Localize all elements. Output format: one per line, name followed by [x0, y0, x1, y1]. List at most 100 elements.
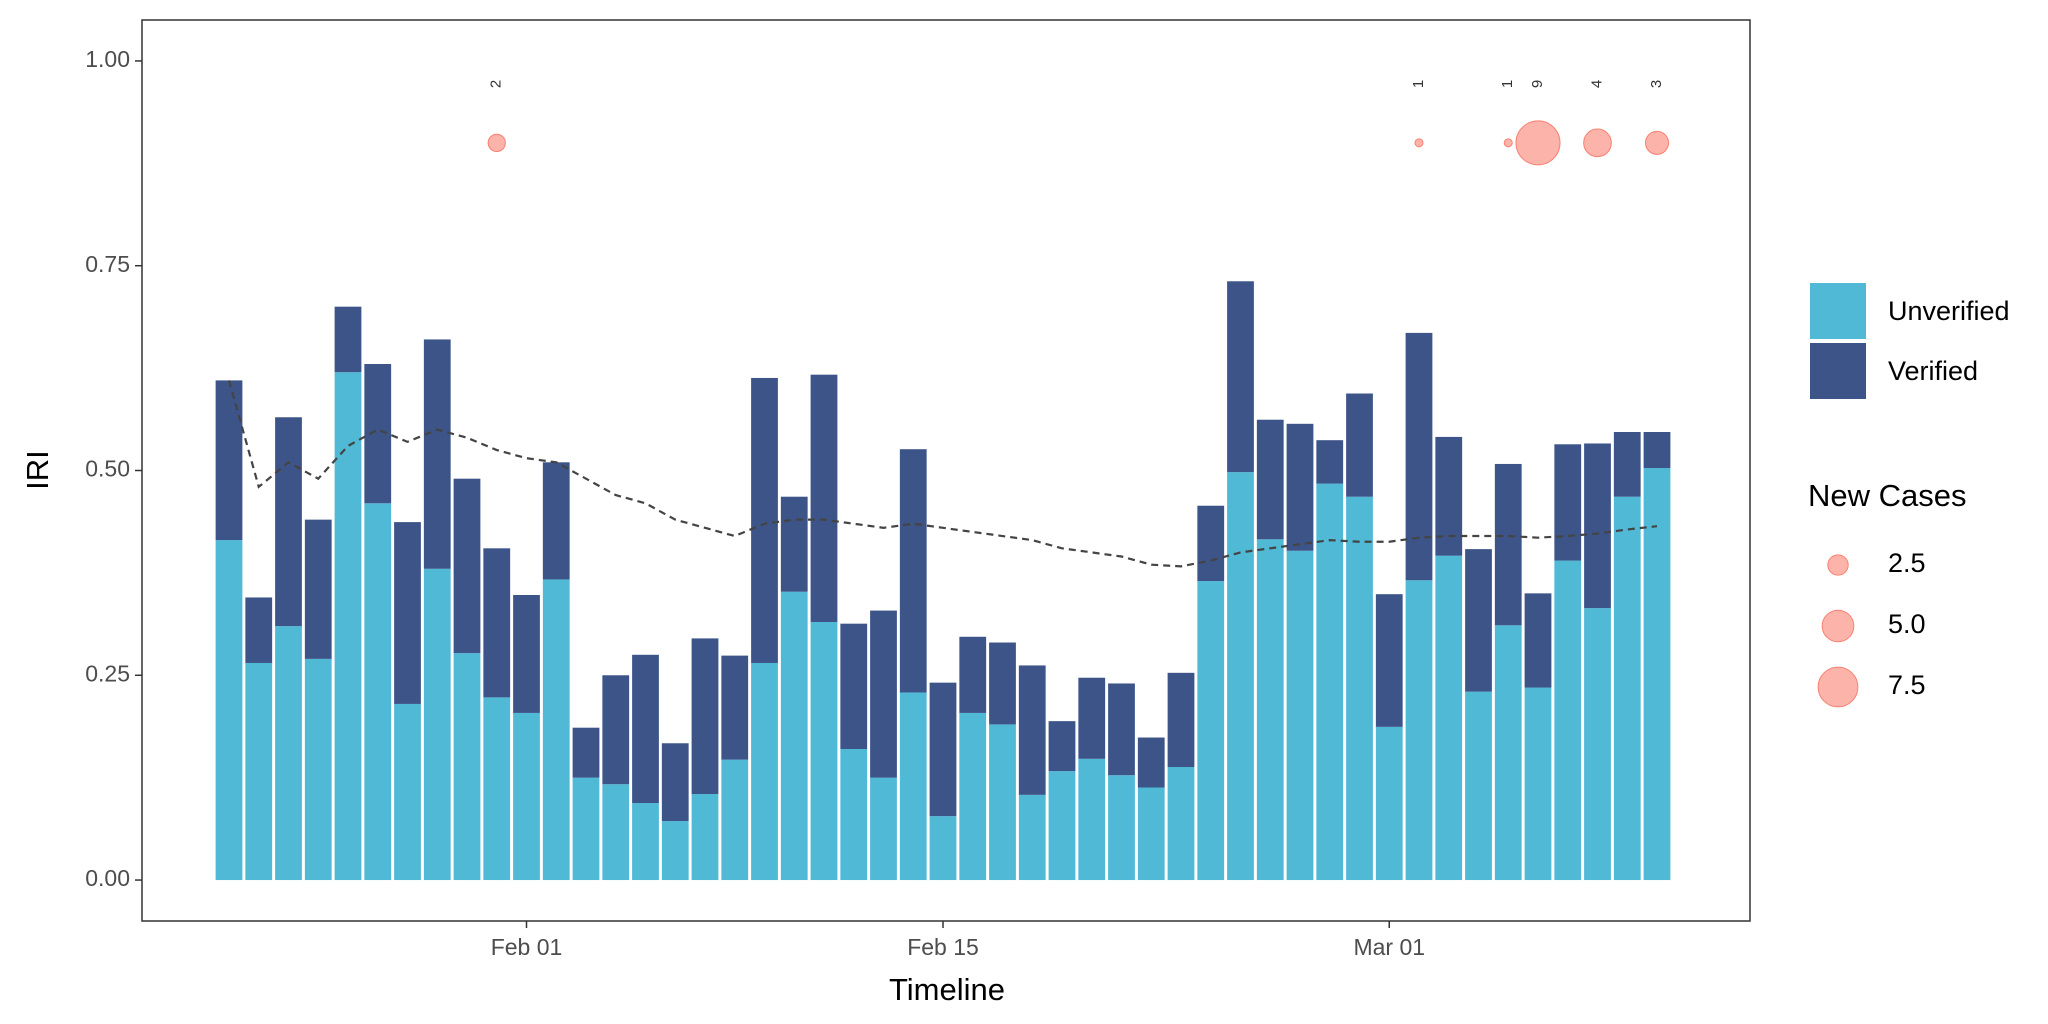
bar-segment [1316, 440, 1344, 484]
bar-segment [572, 727, 600, 778]
bar-segment [275, 626, 302, 881]
bar-segment [929, 816, 957, 881]
bar-segment [1405, 580, 1433, 881]
bar-segment [1643, 432, 1671, 469]
legend-key [1810, 343, 1866, 399]
bar-segment [1643, 468, 1671, 881]
bar-segment [483, 697, 511, 881]
bar-segment [840, 748, 868, 881]
bar-segment [691, 638, 719, 795]
bar-segment [1554, 444, 1582, 561]
bar-segment [572, 777, 600, 881]
legend-title: New Cases [1808, 478, 1967, 513]
bar-segment [542, 462, 570, 580]
bar-segment [513, 595, 540, 713]
legend-bubble [1827, 554, 1849, 576]
bar-segment [1227, 472, 1254, 881]
bar-segment [304, 519, 332, 659]
y-tick-label: 0.00 [85, 865, 130, 891]
bar-segment [1465, 691, 1492, 881]
legend-label: Unverified [1888, 296, 2010, 326]
bubble-label: 3 [1648, 80, 1665, 88]
bar-segment [661, 743, 689, 822]
bar-segment [721, 759, 749, 881]
bar-segment [751, 662, 778, 881]
bar-segment [1137, 737, 1165, 788]
bar-segment [1197, 581, 1225, 881]
bar-segment [602, 675, 630, 785]
bar-segment [602, 784, 630, 881]
bar-segment [245, 662, 273, 881]
bar-segment [810, 374, 838, 623]
bar-segment [1375, 594, 1403, 727]
bar-segment [1584, 443, 1611, 609]
y-tick-label: 0.75 [85, 251, 130, 277]
bar-segment [959, 636, 987, 713]
bar-segment [1108, 775, 1135, 881]
bar-segment [1584, 608, 1611, 881]
y-tick-label: 0.25 [85, 660, 130, 686]
bubble-label: 2 [488, 80, 505, 88]
bar-segment [632, 654, 659, 804]
bar-segment [989, 642, 1016, 725]
x-axis-title: Timeline [889, 972, 1005, 1007]
bar-segment [215, 380, 243, 541]
bar-segment [394, 703, 421, 881]
bar-segment [1048, 721, 1076, 772]
bubble [1583, 128, 1612, 158]
bar-segment [542, 579, 570, 881]
bar-segment [1256, 539, 1284, 881]
bar-segment [1078, 758, 1106, 881]
bar-segment [1494, 463, 1522, 626]
bar-segment [632, 803, 659, 881]
bubble [1644, 130, 1670, 155]
bar-segment [1405, 332, 1433, 581]
bar-segment [1137, 787, 1165, 881]
y-axis-title: IRI [20, 450, 55, 490]
bar-segment [364, 503, 392, 881]
bubble [1414, 138, 1424, 148]
legend-bubble-label: 7.5 [1888, 670, 1926, 700]
bar-segment [1167, 672, 1195, 768]
bubble [487, 133, 506, 152]
bar-segment [1346, 496, 1373, 881]
bar-segment [870, 610, 897, 778]
bar-segment [304, 658, 332, 881]
bar-segment [1613, 432, 1641, 497]
bar-segment [364, 364, 392, 504]
legend-label: Verified [1888, 356, 1978, 386]
y-tick-label: 0.50 [85, 456, 130, 482]
bubble [1503, 138, 1513, 148]
x-tick-label: Feb 15 [907, 934, 979, 960]
bar-segment [661, 821, 689, 881]
bar-segment [394, 522, 421, 704]
bar-segment [899, 449, 927, 693]
bar-segment [1375, 726, 1403, 881]
bar-segment [989, 724, 1016, 881]
bubble-label: 1 [1410, 80, 1427, 88]
bar-segment [1494, 625, 1522, 881]
bar-segment [1078, 677, 1106, 759]
bar-segment [1316, 483, 1344, 881]
bar-segment [959, 712, 987, 881]
bar-segment [1256, 419, 1284, 540]
bar-segment [1048, 771, 1076, 881]
bar-segment [1227, 281, 1254, 473]
bar-segment [1524, 687, 1552, 881]
bar-segment [423, 568, 451, 881]
bubble-label: 1 [1499, 80, 1516, 88]
bar-segment [721, 655, 749, 760]
bar-segment [929, 682, 957, 817]
bar-segment [1613, 496, 1641, 881]
bar-segment [1435, 436, 1463, 556]
bar-segment [483, 548, 511, 698]
bar-segment [1167, 767, 1195, 881]
legend-key [1810, 283, 1866, 339]
bubble [1515, 120, 1561, 166]
bar-segment [1346, 393, 1373, 497]
legend-bubble [1817, 666, 1859, 708]
legend-bubble [1821, 609, 1855, 643]
bar-segment [1108, 683, 1135, 776]
bar-segment [1018, 794, 1046, 881]
